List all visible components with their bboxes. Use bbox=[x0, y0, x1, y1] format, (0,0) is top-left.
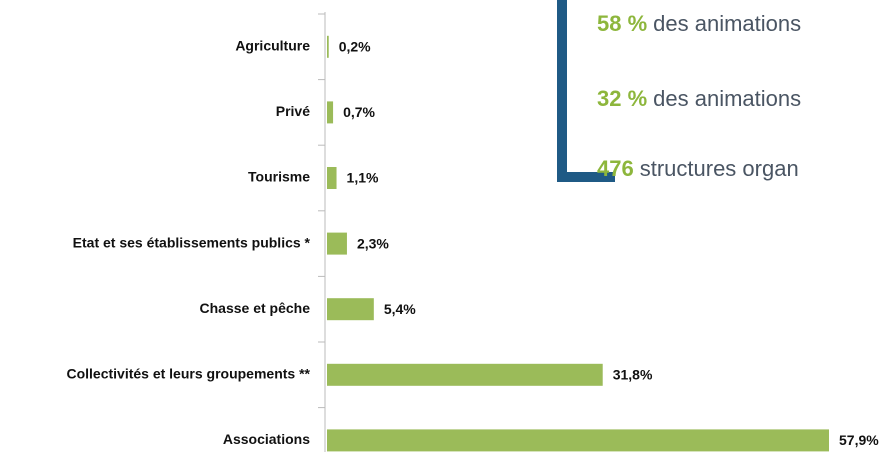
bar bbox=[327, 363, 603, 386]
category-label: Chasse et pêche bbox=[200, 300, 311, 316]
bar bbox=[327, 232, 347, 255]
highlight-text: des animations bbox=[653, 86, 801, 111]
highlight: 32 % des animations bbox=[597, 86, 801, 111]
category-label: Associations bbox=[223, 431, 310, 447]
bar bbox=[327, 298, 374, 321]
panel-bracket bbox=[557, 0, 615, 182]
data-label: 2,3% bbox=[357, 235, 389, 251]
highlight-number: 476 bbox=[597, 156, 634, 181]
highlight: 58 % des animations bbox=[597, 11, 801, 36]
highlight-number: 58 % bbox=[597, 11, 647, 36]
highlight: 476 structures organ bbox=[597, 156, 799, 181]
data-label: 0,2% bbox=[339, 39, 371, 55]
bar bbox=[327, 167, 337, 189]
category-label: Privé bbox=[276, 103, 310, 119]
data-label: 31,8% bbox=[613, 367, 653, 383]
highlight-text: structures organ bbox=[640, 156, 799, 181]
bar bbox=[327, 101, 334, 124]
highlight-text: des animations bbox=[653, 11, 801, 36]
data-label: 57,9% bbox=[839, 432, 879, 448]
highlight-number: 32 % bbox=[597, 86, 647, 111]
bar bbox=[327, 429, 829, 452]
data-label: 0,7% bbox=[343, 104, 375, 120]
category-label: Collectivités et leurs groupements ** bbox=[66, 366, 310, 382]
category-label: Etat et ses établissements publics * bbox=[73, 234, 311, 250]
bar bbox=[327, 35, 329, 58]
category-label: Agriculture bbox=[235, 38, 310, 54]
data-label: 1,1% bbox=[347, 170, 379, 186]
data-label: 5,4% bbox=[384, 301, 416, 317]
category-label: Tourisme bbox=[248, 169, 310, 185]
